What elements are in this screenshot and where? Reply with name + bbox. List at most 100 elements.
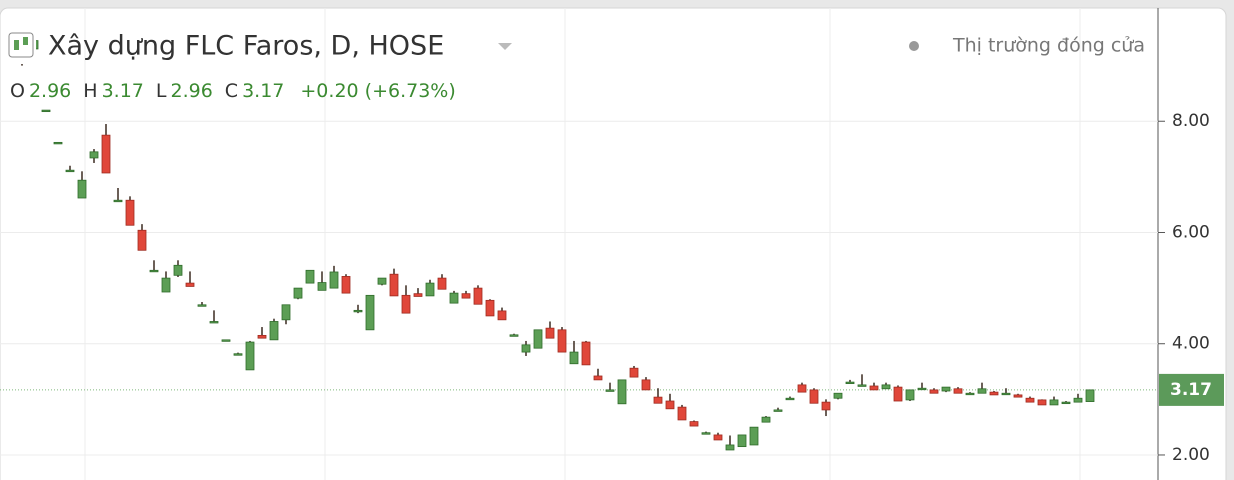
candle-body <box>629 367 639 378</box>
candle-body <box>185 282 195 287</box>
candle-body <box>101 134 111 174</box>
y-tick-label: 4.00 <box>1172 334 1210 354</box>
candle-body <box>569 351 579 365</box>
candle-body <box>917 387 927 391</box>
candle-body <box>929 389 939 394</box>
candle-body <box>365 294 375 331</box>
candle-body <box>377 277 387 285</box>
candle-body <box>905 389 915 401</box>
candle-body <box>329 271 339 289</box>
candle-body <box>509 334 519 337</box>
candle-body <box>1013 394 1023 398</box>
candle-body <box>869 385 879 391</box>
candle-body <box>65 169 75 173</box>
candle-body <box>581 341 591 366</box>
candle-body <box>977 388 987 394</box>
candle-body <box>161 277 171 293</box>
candle-body <box>677 406 687 421</box>
last-price-box <box>1159 373 1224 406</box>
candle-body <box>41 109 51 113</box>
candle-body <box>785 397 795 401</box>
candle-body <box>533 329 543 349</box>
candle-body <box>845 381 855 385</box>
candle-body <box>89 151 99 159</box>
status-dot <box>909 41 919 51</box>
last-price-label: 3.17 <box>1170 380 1212 400</box>
ohlc-label: C <box>225 80 238 102</box>
candle-body <box>857 384 867 387</box>
candle-body <box>557 329 567 353</box>
candle-body <box>701 432 711 435</box>
candle-body <box>665 400 675 410</box>
vertical-grid <box>84 8 1081 480</box>
candle-body <box>545 327 555 339</box>
candle-body <box>485 299 495 317</box>
candle-body <box>269 321 279 341</box>
ohlc-label: O <box>10 80 25 102</box>
candle-body <box>725 444 735 451</box>
candle-body <box>1025 397 1035 403</box>
candle-body <box>281 304 291 321</box>
candle-body <box>1037 399 1047 406</box>
candle-body <box>617 379 627 405</box>
candle-body <box>221 339 231 342</box>
market-status: Thị trường đóng cửa <box>952 35 1145 57</box>
candle-body <box>737 434 747 448</box>
y-tick-label: 2.00 <box>1172 445 1210 465</box>
candle-body <box>965 392 975 396</box>
candle-body <box>497 310 507 321</box>
candle-body <box>233 353 243 356</box>
candle-body <box>605 389 615 392</box>
candle-body <box>257 334 267 339</box>
symbol-icon <box>14 40 19 50</box>
candle-body <box>989 391 999 396</box>
candle-body <box>761 416 771 423</box>
candle-body <box>1049 399 1059 406</box>
candle-body <box>881 384 891 390</box>
y-tick-label: 8.00 <box>1172 111 1210 131</box>
candle-body <box>941 386 951 392</box>
ohlc-legend: O 2.96 H 3.17 L 2.96 C 3.17 +0.20 (+6.73%) <box>10 80 456 102</box>
chart-card <box>0 7 1227 480</box>
candle-body <box>125 199 135 226</box>
candle-body <box>137 229 147 251</box>
candle-body <box>1073 397 1083 403</box>
candle-body <box>305 269 315 284</box>
candle-body <box>461 293 471 299</box>
chart-title: Xây dựng FLC Faros, D, HOSE <box>48 31 444 62</box>
candle-body <box>521 344 531 353</box>
candle-body <box>173 264 183 276</box>
candle-body <box>797 384 807 393</box>
y-tick-label: 6.00 <box>1172 222 1210 242</box>
candle-body <box>593 375 603 381</box>
candle-body <box>149 269 159 273</box>
candle-body <box>437 277 447 290</box>
candle-body <box>197 304 207 307</box>
candle-body <box>53 141 63 145</box>
candle-body <box>953 388 963 394</box>
candle-body <box>341 276 351 294</box>
candle-body <box>773 409 783 412</box>
candle-body <box>401 294 411 314</box>
candle-body <box>425 282 435 297</box>
candle-body <box>1085 389 1095 402</box>
candle-body <box>689 421 699 427</box>
dropdown-arrow[interactable] <box>498 43 512 50</box>
symbol-icon <box>8 32 34 58</box>
candle-body <box>413 293 423 297</box>
candle-body <box>113 199 123 203</box>
candle-body <box>833 392 843 399</box>
candle-body <box>77 179 87 199</box>
candle-body <box>209 321 219 324</box>
candle-body <box>713 434 723 441</box>
candle-body <box>293 287 303 299</box>
plot <box>0 37 1158 456</box>
candle-body <box>389 273 399 297</box>
candle-body <box>641 379 651 391</box>
ohlc-value: 2.96 <box>29 80 71 102</box>
ohlc-value: 3.17 <box>242 80 284 102</box>
candle-body <box>473 287 483 305</box>
ohlc-label: L <box>156 80 167 102</box>
